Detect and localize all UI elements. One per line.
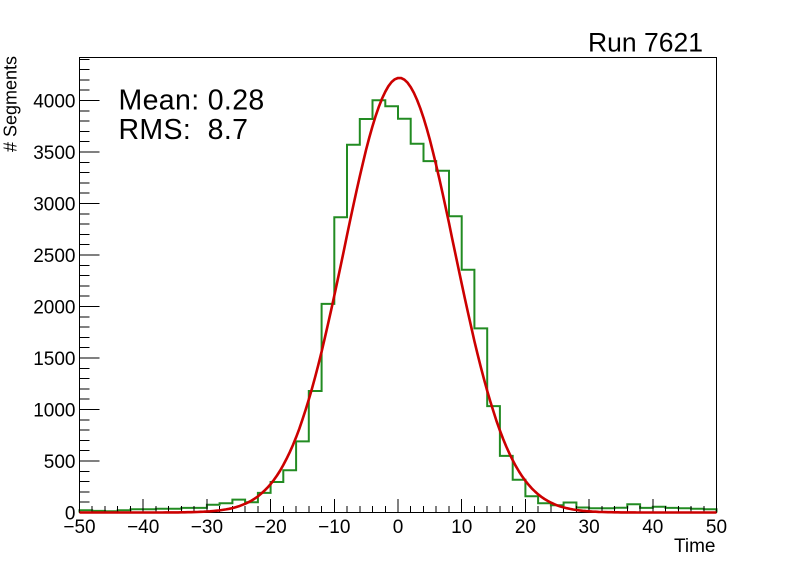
svg-text:−50: −50 (63, 517, 95, 538)
svg-text:Run 7621: Run 7621 (588, 27, 703, 57)
svg-text:30: 30 (579, 517, 600, 538)
svg-text:Time: Time (674, 536, 716, 557)
svg-text:−20: −20 (254, 517, 286, 538)
svg-text:−10: −10 (318, 517, 350, 538)
svg-text:3500: 3500 (33, 143, 75, 164)
svg-text:20: 20 (515, 517, 536, 538)
svg-text:0: 0 (393, 517, 404, 538)
svg-text:10: 10 (451, 517, 472, 538)
svg-text:3000: 3000 (33, 194, 75, 215)
svg-text:1000: 1000 (33, 400, 75, 421)
svg-text:# Segments: # Segments (1, 56, 21, 152)
svg-text:RMS: 8.7: RMS: 8.7 (119, 114, 249, 146)
svg-text:−30: −30 (191, 517, 223, 538)
svg-text:0: 0 (65, 503, 76, 524)
svg-text:40: 40 (642, 517, 663, 538)
svg-text:500: 500 (44, 452, 76, 473)
svg-text:1500: 1500 (33, 349, 75, 370)
svg-text:2500: 2500 (33, 246, 75, 267)
svg-text:−40: −40 (127, 517, 159, 538)
svg-text:4000: 4000 (33, 91, 75, 112)
svg-text:50: 50 (706, 517, 727, 538)
svg-text:2000: 2000 (33, 297, 75, 318)
svg-text:Mean: 0.28: Mean: 0.28 (119, 85, 265, 117)
